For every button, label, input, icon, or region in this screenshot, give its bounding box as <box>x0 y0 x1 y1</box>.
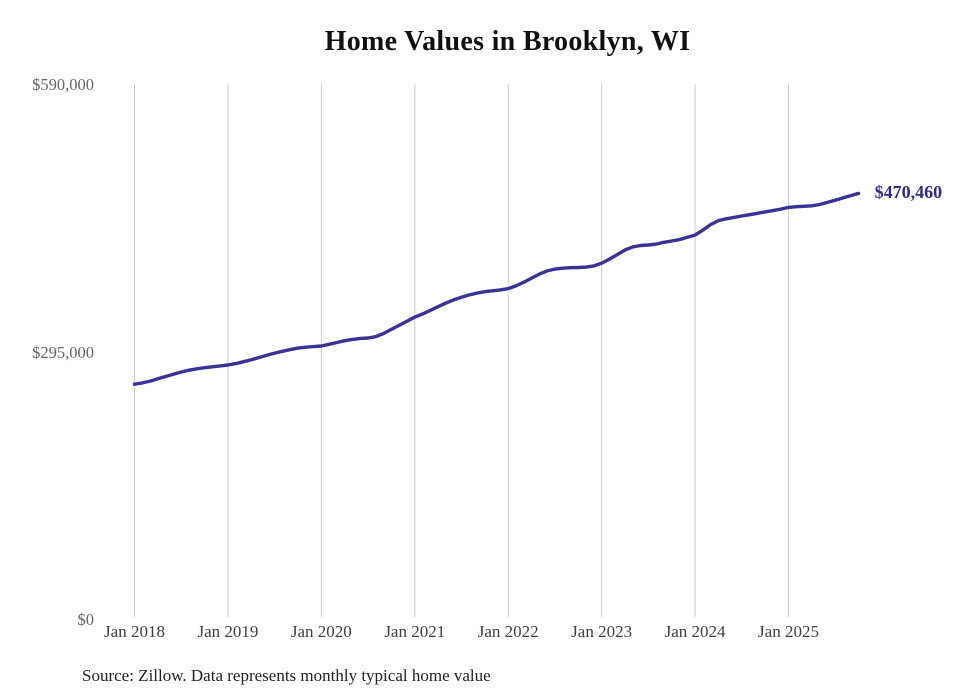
x-axis-label: Jan 2025 <box>758 622 819 641</box>
x-axis-label: Jan 2020 <box>290 622 352 641</box>
y-axis-label: $0 <box>77 610 95 629</box>
x-axis-label: Jan 2021 <box>384 622 446 641</box>
x-axis-label: Jan 2022 <box>477 622 539 641</box>
y-axis-label: $590,000 <box>32 75 94 94</box>
y-axis-label: $295,000 <box>32 342 94 362</box>
home-value-line <box>132 191 861 386</box>
x-axis-label: Jan 2024 <box>664 622 726 641</box>
chart-title: Home Values in Brooklyn, WI <box>324 26 691 57</box>
x-axis-label: Jan 2018 <box>104 622 165 641</box>
source-note: Source: Zillow. Data represents monthly … <box>82 666 491 685</box>
x-axis-label: Jan 2019 <box>197 622 259 641</box>
x-axis-label: Jan 2023 <box>571 622 633 641</box>
end-value-label: $470,460 <box>874 182 943 203</box>
